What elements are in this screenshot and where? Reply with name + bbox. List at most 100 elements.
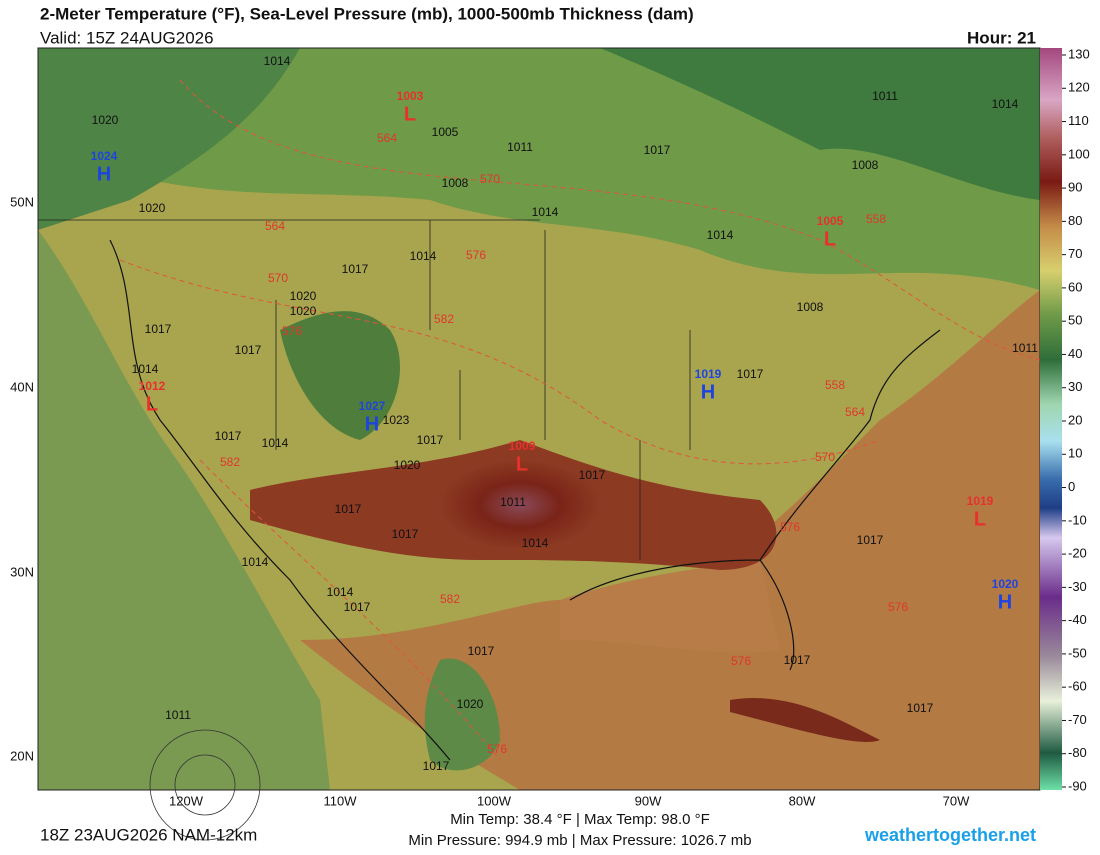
pressure-range: Min Pressure: 994.9 mb | Max Pressure: 1… xyxy=(408,832,751,849)
pressure-center-value: 1009 xyxy=(509,439,536,453)
isobar-label: 1020 xyxy=(139,201,166,215)
isobar-label: 1017 xyxy=(907,701,934,715)
isobar-label: 1023 xyxy=(383,413,410,427)
isobar-label: 1014 xyxy=(132,362,159,376)
colorbar-tick-label: 110 xyxy=(1068,113,1089,128)
model-run: 18Z 23AUG2026 NAM-12km xyxy=(40,825,257,844)
pressure-center-letter: H xyxy=(701,381,715,403)
isobar-label: 1020 xyxy=(394,458,421,472)
thickness-label: 564 xyxy=(845,405,865,419)
isobar-label: 1014 xyxy=(264,54,291,68)
latitude-label: 40N xyxy=(10,379,34,394)
isobar-label: 1008 xyxy=(442,176,469,190)
isobar-label: 1008 xyxy=(797,300,824,314)
isobar-label: 1020 xyxy=(290,304,317,318)
pressure-center-value: 1027 xyxy=(359,399,386,413)
pressure-center-value: 1003 xyxy=(397,89,424,103)
pressure-center-letter: L xyxy=(516,453,528,475)
thickness-label: 564 xyxy=(377,131,397,145)
pressure-center-letter: H xyxy=(998,591,1012,613)
colorbar-tick-label: -50 xyxy=(1068,645,1087,660)
map-background xyxy=(37,47,1041,841)
thickness-label: 576 xyxy=(780,520,800,534)
colorbar-tick-label: -40 xyxy=(1068,612,1087,627)
colorbar-tick-label: 70 xyxy=(1068,246,1082,261)
pressure-center-value: 1012 xyxy=(139,379,166,393)
pressure-center-letter: H xyxy=(97,163,111,185)
latitude-label: 50N xyxy=(10,194,34,209)
pressure-center-letter: L xyxy=(824,228,836,250)
thickness-label: 576 xyxy=(282,324,302,338)
isobar-label: 1020 xyxy=(290,289,317,303)
isobar-label: 1020 xyxy=(92,113,119,127)
colorbar-tick-label: 60 xyxy=(1068,279,1082,294)
isobar-label: 1011 xyxy=(872,89,898,103)
isobar-label: 1017 xyxy=(392,527,419,541)
isobar-label: 1017 xyxy=(857,533,884,547)
colorbar-tick-label: -70 xyxy=(1068,712,1087,727)
thickness-label: 570 xyxy=(268,271,288,285)
colorbar-tick-label: 90 xyxy=(1068,180,1082,195)
pressure-center-letter: L xyxy=(146,393,158,415)
pressure-center-value: 1024 xyxy=(91,149,118,163)
isobar-label: 1014 xyxy=(707,228,734,242)
pressure-center-value: 1019 xyxy=(695,367,722,381)
colorbar-tick-label: -30 xyxy=(1068,579,1087,594)
isobar-label: 1008 xyxy=(852,158,879,172)
isobar-label: 1017 xyxy=(342,262,369,276)
thickness-label: 576 xyxy=(466,248,486,262)
colorbar xyxy=(1040,48,1062,790)
isobar-label: 1017 xyxy=(644,143,671,157)
longitude-label: 80W xyxy=(789,793,816,808)
thickness-label: 558 xyxy=(866,212,886,226)
thickness-label: 576 xyxy=(888,600,908,614)
colorbar-tick-label: 30 xyxy=(1068,379,1082,394)
isobar-label: 1017 xyxy=(423,759,450,773)
colorbar-tick-label: 80 xyxy=(1068,213,1082,228)
pressure-center-value: 1020 xyxy=(992,577,1019,591)
isobar-label: 1017 xyxy=(417,433,444,447)
forecast-hour: Hour: 21 xyxy=(967,28,1036,47)
isobar-label: 1017 xyxy=(145,322,172,336)
thickness-label: 564 xyxy=(265,219,285,233)
isobar-label: 1014 xyxy=(327,585,354,599)
colorbar-tick-label: -20 xyxy=(1068,546,1087,561)
valid-time: Valid: 15Z 24AUG2026 xyxy=(40,28,214,47)
pressure-center-value: 1005 xyxy=(817,214,844,228)
isobar-label: 1017 xyxy=(235,343,262,357)
isobar-label: 1014 xyxy=(242,555,269,569)
isobar-label: 1014 xyxy=(532,205,559,219)
isobar-label: 1011 xyxy=(1012,341,1038,355)
colorbar-tick-label: 10 xyxy=(1068,446,1082,461)
site-name: weathertogether.net xyxy=(864,825,1036,845)
longitude-label: 90W xyxy=(635,793,662,808)
thickness-label: 582 xyxy=(220,455,240,469)
map-title: 2-Meter Temperature (°F), Sea-Level Pres… xyxy=(40,4,694,23)
longitude-label: 120W xyxy=(169,793,204,808)
isobar-label: 1011 xyxy=(507,140,533,154)
pressure-center-letter: H xyxy=(365,413,379,435)
isobar-label: 1017 xyxy=(468,644,495,658)
isobar-label: 1017 xyxy=(784,653,811,667)
isobar-label: 1011 xyxy=(165,708,191,722)
thickness-label: 558 xyxy=(825,378,845,392)
colorbar-tick-label: 130 xyxy=(1068,46,1090,61)
pressure-center-value: 1019 xyxy=(967,494,994,508)
latitude-label: 20N xyxy=(10,748,34,763)
colorbar-tick-label: 40 xyxy=(1068,346,1082,361)
colorbar-tick-label: 20 xyxy=(1068,412,1082,427)
colorbar-tick-label: 100 xyxy=(1068,146,1090,161)
isobar-label: 1014 xyxy=(522,536,549,550)
longitude-label: 100W xyxy=(477,793,512,808)
colorbar-tick-label: -90 xyxy=(1068,778,1087,793)
isobar-label: 1020 xyxy=(457,697,484,711)
isobar-label: 1005 xyxy=(432,125,459,139)
longitude-label: 70W xyxy=(943,793,970,808)
thickness-label: 576 xyxy=(731,654,751,668)
isobar-label: 1011 xyxy=(500,495,526,509)
thickness-label: 582 xyxy=(440,592,460,606)
thickness-label: 570 xyxy=(480,172,500,186)
colorbar-tick-label: 120 xyxy=(1068,80,1090,95)
isobar-label: 1014 xyxy=(410,249,437,263)
